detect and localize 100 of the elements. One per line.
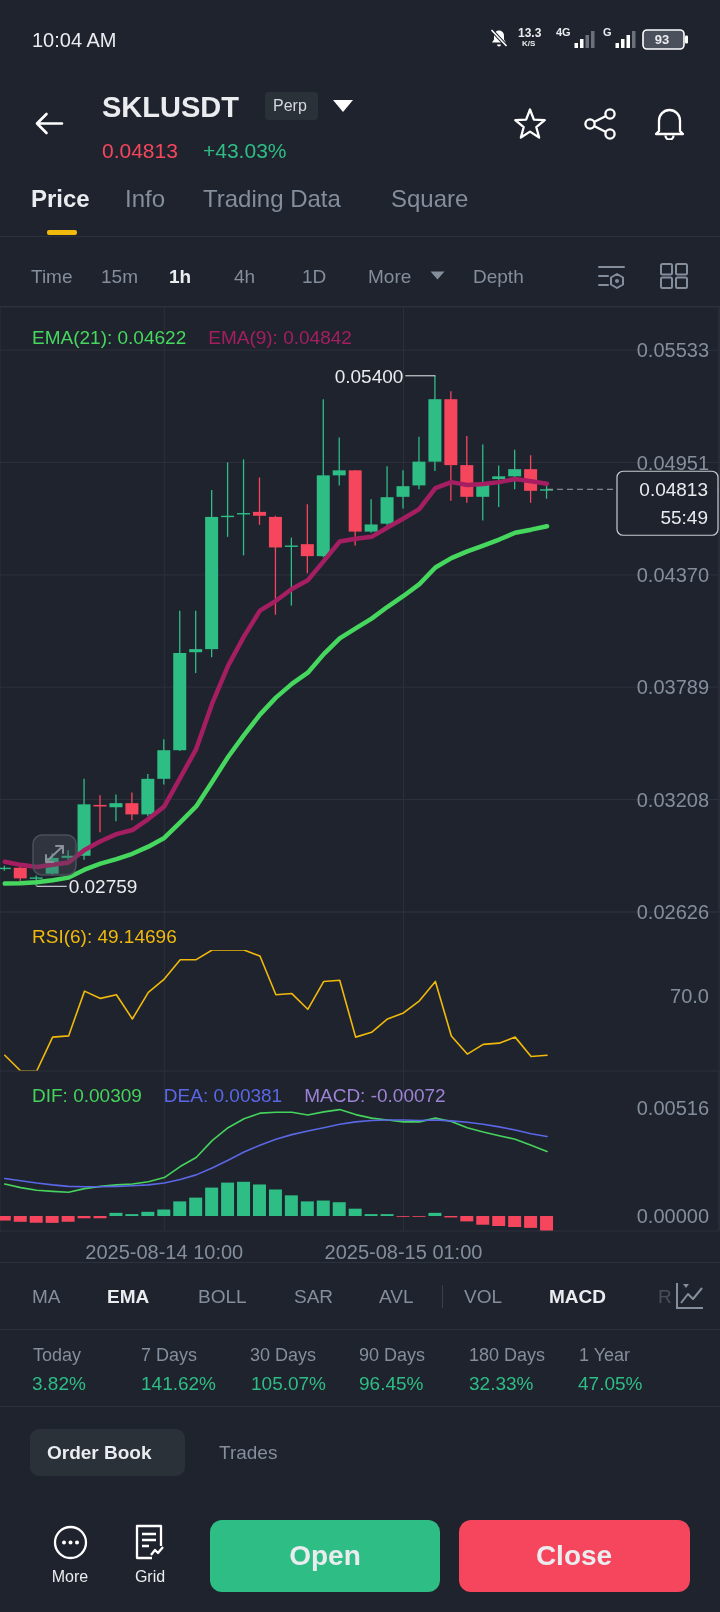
text: 30 Days	[250, 1345, 317, 1367]
candlestick	[364, 498, 378, 534]
annotation: 0.02759	[68, 875, 138, 897]
text: MA	[32, 1285, 61, 1309]
text: 141.62%	[141, 1372, 217, 1396]
bar	[508, 1215, 522, 1228]
y-tick-label: 0.04370	[636, 564, 709, 586]
text: G	[603, 26, 612, 40]
ref-line-label: 0.04813	[639, 478, 708, 500]
text: More	[368, 265, 412, 289]
bar	[205, 1187, 219, 1216]
text: Square	[391, 184, 469, 214]
text: 0.04813	[102, 138, 178, 164]
x-tick-label: 2025-08-15 01:00	[324, 1241, 483, 1264]
text: 96.45%	[359, 1372, 424, 1396]
text: Grid	[134, 1567, 166, 1587]
bar	[237, 1181, 251, 1216]
text: 4h	[234, 265, 256, 289]
text: Price	[31, 184, 90, 214]
bar	[492, 1215, 506, 1226]
text: Time	[31, 265, 73, 289]
text: 15m	[101, 265, 138, 289]
bar	[268, 1189, 282, 1216]
text: 3.82%	[32, 1372, 86, 1396]
bar	[476, 1215, 490, 1225]
text: Close	[535, 1539, 613, 1573]
text: 10:04 AM	[32, 28, 117, 52]
bar	[316, 1200, 330, 1216]
bar	[332, 1202, 346, 1216]
bar	[252, 1184, 266, 1216]
text: EMA	[107, 1285, 150, 1309]
y-tick-label: 0.00000	[636, 1205, 709, 1228]
y-tick-label: 0.04951	[636, 451, 709, 474]
bar	[29, 1215, 43, 1223]
text: MACD	[549, 1285, 606, 1309]
y-tick-label: 0.03208	[636, 788, 709, 811]
text: +43.03%	[203, 138, 287, 164]
text: EMA(21): 0.04622	[32, 327, 187, 349]
text: 32.33%	[469, 1372, 534, 1396]
text: VOL	[464, 1285, 503, 1309]
bar	[300, 1201, 314, 1216]
text: 1D	[302, 265, 327, 289]
candlestick	[189, 610, 203, 674]
x-tick-label: 2025-08-14 10:00	[85, 1241, 244, 1264]
candlestick	[332, 436, 346, 487]
text: Trading Data	[203, 184, 341, 214]
text: EMA(9): 0.04842	[208, 327, 352, 349]
text: 4G	[556, 26, 571, 40]
y-tick-label: 0.05533	[636, 339, 709, 362]
annotation: 70.0	[670, 984, 709, 1008]
text: 13.3	[518, 25, 542, 41]
candlestick	[412, 436, 426, 490]
bar	[221, 1182, 235, 1216]
y-tick-label: 0.02626	[636, 901, 709, 924]
bar	[460, 1215, 474, 1222]
bar	[540, 1215, 554, 1231]
line-series	[3, 1108, 548, 1193]
candlestick	[125, 791, 139, 821]
candlestick	[300, 503, 314, 574]
bar	[109, 1212, 123, 1216]
text: Order Book	[47, 1441, 152, 1465]
text: 93	[654, 32, 670, 48]
text: Info	[125, 184, 166, 214]
annotation: 55:49	[660, 506, 708, 528]
text: More	[51, 1567, 89, 1587]
text: 7 Days	[141, 1345, 198, 1367]
text: Trades	[219, 1441, 278, 1465]
candlestick	[396, 469, 410, 510]
bar	[284, 1195, 298, 1216]
candlestick	[109, 793, 123, 822]
annotation: 0.05400	[334, 365, 404, 387]
text: 105.07%	[251, 1372, 327, 1396]
bar	[157, 1209, 171, 1216]
text: SAR	[294, 1285, 334, 1309]
bar	[61, 1215, 75, 1222]
text: 1h	[169, 265, 192, 289]
text: Today	[33, 1345, 82, 1367]
bar	[13, 1215, 27, 1222]
bar	[141, 1211, 155, 1216]
line-series	[3, 1119, 548, 1188]
text: AVL	[379, 1285, 414, 1309]
candlestick	[508, 449, 522, 490]
y-tick-label: 0.00516	[636, 1097, 709, 1120]
text: 90 Days	[359, 1345, 426, 1367]
bar	[173, 1201, 187, 1216]
series-label: RSI(6): 49.14696	[32, 926, 177, 948]
bar	[45, 1215, 59, 1223]
text: 1 Year	[579, 1345, 631, 1367]
text: Depth	[473, 265, 524, 289]
text: 47.05%	[578, 1372, 643, 1396]
bar	[524, 1215, 538, 1228]
text: Perp	[273, 96, 307, 116]
text: K/S	[522, 39, 536, 49]
text: Open	[289, 1539, 361, 1573]
bar	[189, 1197, 203, 1216]
text: 180 Days	[469, 1345, 546, 1367]
text: BOLL	[198, 1285, 247, 1309]
text: SKLUSDT	[102, 89, 239, 125]
bar	[348, 1208, 362, 1216]
bar	[428, 1212, 442, 1216]
